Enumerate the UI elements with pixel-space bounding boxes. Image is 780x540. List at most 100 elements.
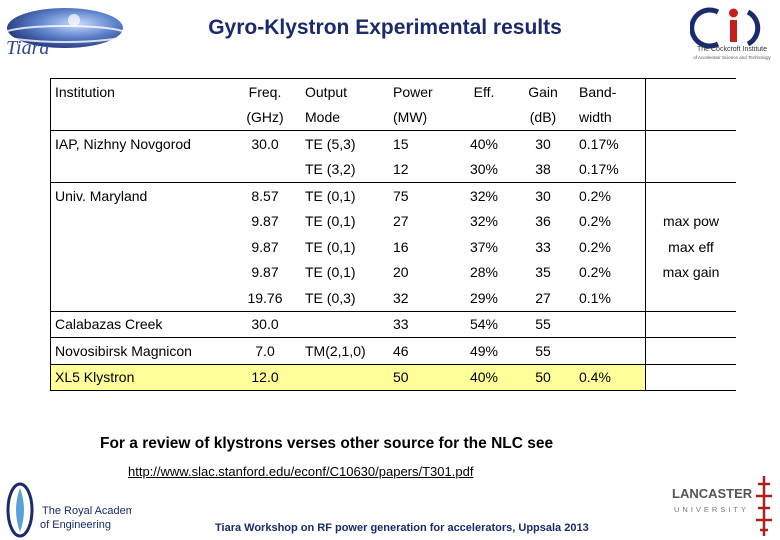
cell-gain: 55 (513, 337, 573, 364)
cell-gain: 36 (535, 213, 551, 230)
cell-efficiency: 28% (469, 264, 499, 281)
cell-output-mode: TE (0,1) (305, 238, 356, 255)
cell-institution (50, 234, 231, 260)
cell-efficiency: 54% (455, 310, 513, 338)
page-title: Gyro-Klystron Experimental results (208, 16, 562, 39)
cockcroft-subtitle: of Accelerator Science and Technology (693, 55, 771, 60)
cell-power: 75 (383, 182, 455, 209)
cell-bandwidth: 0.2% (573, 234, 646, 260)
lancaster-line1: LANCASTER (672, 486, 753, 501)
cell-power: 12 (393, 161, 409, 178)
header-efficiency (455, 105, 513, 131)
header-frequency: (GHz) (246, 109, 284, 126)
cell-output-mode (299, 363, 383, 391)
cell-efficiency: 29% (469, 289, 499, 306)
header-note (646, 105, 737, 131)
table-row: TE (3,2) 12 30% 38 0.17% (50, 156, 737, 183)
cell-power: 46 (383, 337, 455, 364)
cell-power: 27 (393, 213, 409, 230)
cell-bandwidth: 0.17% (573, 130, 646, 157)
cell-frequency: 7.0 (231, 337, 299, 364)
header-bandwidth: Band- (573, 78, 646, 105)
cockcroft-logo-text: The Cockcroft Institute of Accelerator S… (684, 46, 780, 62)
lancaster-logo: LANCASTER UNIVERSITY (672, 476, 772, 536)
cell-power: 15 (383, 130, 455, 157)
tiara-logo-text: Tiara (6, 37, 49, 59)
cell-bandwidth: 0.4% (573, 363, 646, 391)
header-institution: Institution (50, 78, 231, 105)
cell-gain: 33 (535, 238, 551, 255)
cell-efficiency: 40% (455, 363, 513, 391)
cell-output-mode: TE (3,2) (305, 161, 356, 178)
cell-institution (50, 156, 231, 183)
table-row: IAP, Nizhny Novgorod 30.0 TE (5,3) 15 40% 30 0… (50, 130, 736, 157)
lancaster-line2: UNIVERSITY (674, 505, 749, 514)
cell-efficiency: 40% (455, 130, 513, 157)
cell-note (645, 310, 736, 338)
table-row: XL5 Klystron 12.0 50 40% 50 0.4% (50, 363, 736, 391)
header-note (645, 78, 736, 105)
table-row: Novosibirsk Magnicon 7.0 TM(2,1,0) 46 49% 55 (50, 337, 736, 364)
table-row: 19.76 TE (0,3) 32 29% 27 0.1% (50, 285, 737, 311)
cell-frequency: 9.87 (251, 238, 279, 255)
cell-institution (50, 259, 231, 285)
header-row: (GHz) Mode (MW) (dB) width (50, 104, 737, 131)
cell-bandwidth: 0.2% (573, 182, 646, 209)
footer-text: Tiara Workshop on RF power generation fo… (215, 522, 589, 534)
cell-note (645, 182, 736, 209)
cell-frequency: 12.0 (231, 363, 299, 391)
cell-power: 16 (393, 238, 409, 255)
cell-frequency: 8.57 (231, 182, 299, 209)
cell-frequency: 9.87 (251, 264, 279, 281)
cell-output-mode: TE (5,3) (299, 130, 383, 157)
cell-note (645, 130, 736, 157)
header-gain: Gain (513, 78, 573, 105)
cell-institution: Calabazas Creek (50, 310, 231, 338)
cell-note: max pow (662, 213, 720, 230)
cell-note (646, 157, 737, 183)
cell-efficiency: 30% (469, 161, 499, 178)
cell-gain: 50 (513, 363, 573, 391)
header-power: (MW) (393, 109, 428, 126)
cell-gain: 30 (513, 130, 573, 157)
cell-institution (50, 208, 231, 234)
cell-bandwidth: 0.2% (573, 208, 646, 234)
cell-power: 33 (383, 310, 455, 338)
cell-frequency (231, 157, 299, 183)
header-institution (50, 104, 231, 131)
table-row: Univ. Maryland 8.57 TE (0,1) 75 32% 30 0.2% (50, 182, 736, 209)
cockcroft-logo (690, 7, 761, 49)
cell-frequency: 19.76 (247, 289, 283, 306)
review-text: For a review of klystrons verses other s… (100, 435, 554, 452)
cell-output-mode: TM(2,1,0) (299, 337, 383, 364)
royal-academy-logo: The Royal Academy of Engineering (6, 482, 132, 538)
cell-gain: 27 (535, 289, 551, 306)
cell-power: 50 (383, 363, 455, 391)
cell-frequency: 30.0 (231, 310, 299, 338)
cell-power: 20 (393, 264, 409, 281)
cell-output-mode (299, 310, 383, 338)
review-link[interactable]: http://www.slac.stanford.edu/econf/C1063… (128, 464, 474, 479)
cell-institution (50, 285, 231, 311)
cell-institution: XL5 Klystron (50, 363, 231, 391)
cell-output-mode: TE (0,1) (305, 264, 356, 281)
cell-note (646, 285, 737, 311)
table-row: 9.87 TE (0,1) 16 37% 33 0.2% max eff (50, 234, 737, 260)
cell-institution: Univ. Maryland (50, 182, 231, 209)
cell-output-mode: TE (0,3) (305, 289, 356, 306)
cell-note (645, 337, 736, 364)
cell-frequency: 30.0 (231, 130, 299, 157)
cell-output-mode: TE (0,1) (305, 213, 356, 230)
cell-bandwidth: 0.17% (573, 156, 646, 183)
cell-note: max eff (668, 238, 714, 255)
cell-note (645, 363, 736, 391)
table-row: 9.87 TE (0,1) 20 28% 35 0.2% max gain (50, 259, 737, 285)
header-frequency: Freq. (231, 78, 299, 105)
cell-gain: 30 (513, 182, 573, 209)
cell-output-mode: TE (0,1) (299, 182, 383, 209)
cell-efficiency: 49% (455, 337, 513, 364)
cell-efficiency: 32% (455, 182, 513, 209)
header-output-mode: Mode (305, 109, 341, 126)
header-row: Institution Freq. Output Power Eff. Gain Band- (50, 78, 736, 105)
cell-power: 32 (393, 289, 409, 306)
